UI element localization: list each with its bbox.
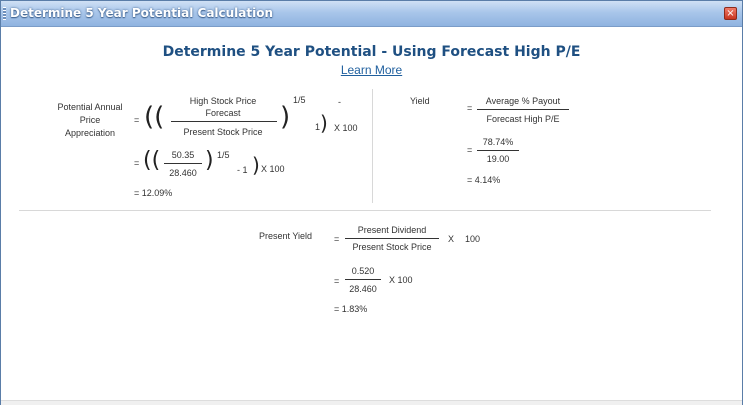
yield-step2-denominator: 19.00 (486, 154, 510, 164)
close-paren: ) (280, 102, 291, 132)
present-yield-numerator: Present Dividend (357, 225, 427, 235)
appreciation-step2-fraction-bar (164, 163, 202, 164)
step2-close-paren-outer: ) (252, 153, 260, 177)
page-heading: Determine 5 Year Potential - Using Forec… (162, 44, 581, 60)
appreciation-numerator-line2: Forecast (205, 108, 241, 118)
appreciation-label-line1: Potential Annual (57, 102, 123, 112)
close-paren-outer: ) (320, 111, 328, 135)
present-yield-step2-fraction-bar (345, 279, 381, 280)
yield-label: Yield (410, 96, 430, 106)
present-yield-denominator: Present Stock Price (352, 242, 432, 252)
learn-more-link[interactable]: Learn More (340, 63, 403, 77)
appreciation-minus: - (338, 97, 341, 107)
open-double-paren: (( (144, 102, 165, 132)
title-bar[interactable]: Determine 5 Year Potential Calculation × (1, 1, 742, 27)
appreciation-denominator: Present Stock Price (183, 127, 263, 137)
yield-step2-fraction-bar (477, 150, 519, 151)
yield-step2-numerator: 78.74% (482, 137, 514, 147)
yield-denominator: Forecast High P/E (486, 114, 560, 124)
appreciation-numerator-line1: High Stock Price (189, 96, 257, 106)
yield-numerator: Average % Payout (485, 96, 561, 106)
close-icon[interactable]: × (724, 7, 737, 20)
appreciation-step2-equals: = (134, 158, 140, 168)
present-yield-step2-times-100: X 100 (389, 275, 413, 285)
appreciation-step2-numerator: 50.35 (171, 150, 195, 160)
step2-open-double-paren: (( (143, 148, 161, 173)
present-yield-step2-equals: = (334, 276, 340, 286)
present-yield-fraction-bar (345, 238, 439, 239)
appreciation-one: 1 (315, 122, 321, 132)
present-yield-hundred: 100 (465, 234, 481, 244)
yield-result: = 4.14% (467, 175, 501, 185)
present-yield-step2-numerator: 0.520 (351, 266, 375, 276)
appreciation-label-line2: Price (79, 115, 101, 125)
bottom-edge (1, 400, 742, 405)
present-yield-result: = 1.83% (334, 304, 368, 314)
present-yield-step2-denominator: 28.460 (349, 284, 377, 294)
appreciation-step2-minus-one: - 1 (237, 165, 248, 175)
appreciation-result: = 12.09% (134, 188, 173, 198)
yield-fraction-bar (477, 109, 569, 110)
yield-step2-equals: = (467, 145, 473, 155)
appreciation-step2-denominator: 28.460 (169, 168, 197, 178)
yield-equals: = (467, 103, 473, 113)
appreciation-label-line3: Appreciation (64, 128, 116, 138)
appreciation-equals: = (134, 115, 140, 125)
present-yield-label: Present Yield (259, 231, 313, 241)
present-yield-times: X (448, 234, 455, 244)
appreciation-step2-times-100: X 100 (261, 164, 285, 174)
vertical-divider (372, 89, 373, 203)
appreciation-step2-exponent: 1/5 (217, 150, 230, 160)
appreciation-fraction-bar (171, 121, 277, 122)
appreciation-times-100: X 100 (334, 123, 358, 133)
present-yield-equals: = (334, 234, 340, 244)
grip-icon (3, 7, 6, 20)
window-title: Determine 5 Year Potential Calculation (10, 6, 274, 20)
step2-close-paren: ) (205, 148, 214, 173)
appreciation-exponent: 1/5 (293, 95, 306, 105)
horizontal-divider (19, 210, 711, 211)
